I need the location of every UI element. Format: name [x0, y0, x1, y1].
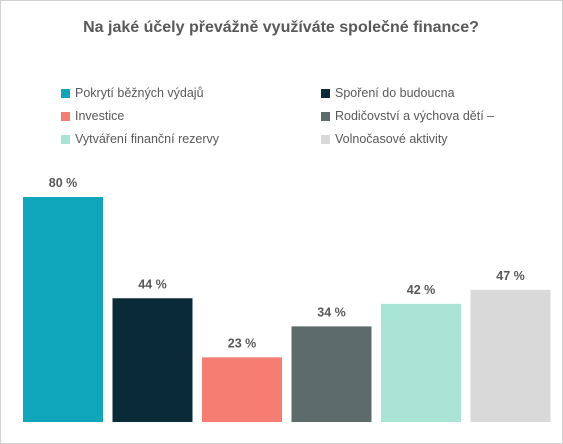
- legend-item-5: Vytváření finanční rezervy: [61, 131, 219, 147]
- legend-swatch-5: [61, 134, 70, 144]
- legend-swatch-2: [321, 88, 330, 98]
- legend-label-2: Spoření do budoucna: [335, 86, 455, 100]
- legend-item-3: Investice: [61, 108, 124, 124]
- bar-3: [202, 357, 282, 422]
- legend-label-3: Investice: [75, 109, 125, 123]
- legend-swatch-4: [321, 111, 330, 121]
- data-label-6: 47 %: [496, 269, 525, 283]
- bar-4: [291, 326, 372, 422]
- legend-item-6: Volnočasové aktivity: [321, 131, 448, 147]
- legend-label-6: Volnočasové aktivity: [335, 132, 448, 146]
- bar-2: [112, 298, 193, 422]
- legend-item-1: Pokrytí běžných výdajů: [61, 85, 204, 101]
- chart-title: Na jaké účely převážně využíváte společn…: [83, 19, 479, 36]
- data-label-2: 44 %: [138, 277, 167, 291]
- legend-label-5: Vytváření finanční rezervy: [75, 132, 220, 146]
- data-label-3: 23 %: [228, 336, 257, 350]
- data-label-1: 80 %: [49, 176, 78, 190]
- legend-swatch-6: [321, 134, 330, 144]
- bar-5: [381, 303, 461, 422]
- legend-label-4: Rodičovství a výchova dětí –: [335, 109, 495, 123]
- legend-swatch-3: [61, 111, 70, 121]
- legend-label-1: Pokrytí běžných výdajů: [75, 86, 204, 100]
- bar-1: [23, 197, 103, 422]
- bar-6: [470, 289, 551, 422]
- legend-swatch-1: [61, 88, 70, 98]
- legend-item-4: Rodičovství a výchova dětí –: [321, 108, 494, 124]
- data-label-5: 42 %: [407, 283, 436, 297]
- data-label-4: 34 %: [317, 305, 346, 319]
- legend-item-2: Spoření do budoucna: [321, 85, 455, 101]
